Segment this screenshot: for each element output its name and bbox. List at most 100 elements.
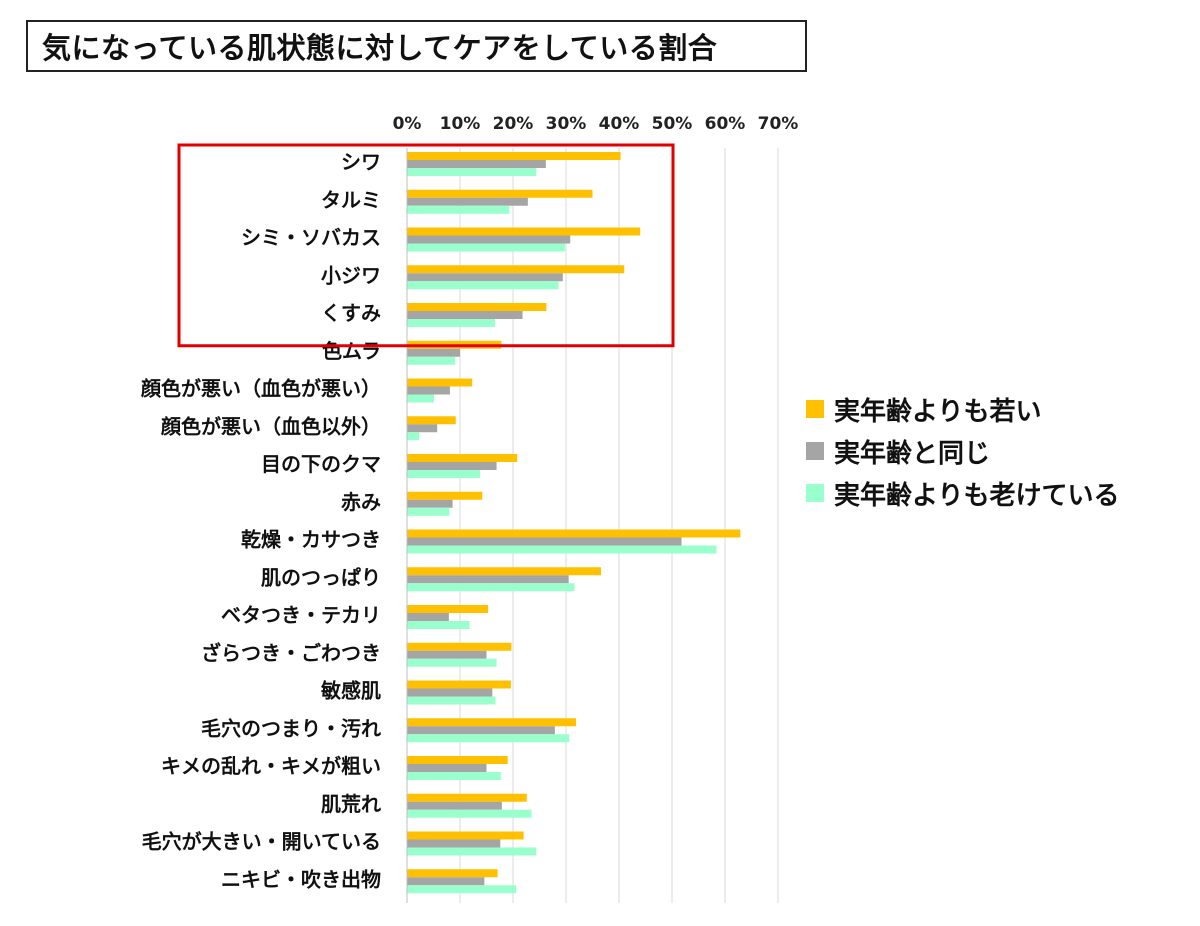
bar [407,529,741,538]
legend-item: 実年齢よりも老けている [806,472,1119,514]
bar [407,658,497,667]
category-label: くすみ [321,301,381,325]
bar [407,243,565,252]
legend-label: 実年齢よりも老けている [834,480,1120,511]
bar [407,168,537,176]
bar [407,265,625,274]
bar [407,793,527,802]
category-label: 赤み [341,490,381,514]
bar [407,394,435,403]
legend-swatch [806,484,824,502]
bar [407,470,481,478]
bar [407,189,593,198]
category-label: シミ・ソバカス [241,226,381,250]
bar [407,235,571,244]
category-label: ざらつき・ごわつき [201,641,381,665]
bar [407,869,498,878]
bar [407,311,523,319]
x-tick-label: 70% [758,114,799,134]
bar [407,424,438,433]
legend-item: 実年齢よりも若い [806,388,1119,430]
bar [407,583,575,592]
category-label: 目の下のクマ [261,452,381,476]
bar [407,809,532,818]
category-label: 毛穴が大きい・開いている [142,830,381,854]
bar [407,642,512,651]
bar [407,273,563,282]
bar [407,650,487,659]
bar [407,613,449,621]
bar [407,831,524,840]
bar [407,227,641,236]
x-tick-label: 50% [652,114,693,134]
chart-title-box: 気になっている肌状態に対してケアをしている割合 [26,20,807,72]
bar [407,281,559,290]
bar [407,356,456,365]
bar [407,801,502,810]
bar [407,152,621,160]
bar [407,205,510,214]
bar [407,491,483,500]
bar [407,847,537,856]
category-label: 顔色が悪い（血色が悪い） [140,377,381,401]
bar [407,605,489,613]
bar [407,386,450,395]
category-label: 顔色が悪い（血色以外） [160,414,381,438]
bar [407,499,453,508]
bar [407,416,456,425]
category-label: 敏感肌 [320,679,381,703]
category-label: ニキビ・吹き出物 [221,867,381,891]
x-tick-label: 40% [599,114,640,134]
x-tick-label: 10% [440,114,481,134]
category-label: キメの乱れ・キメが粗い [161,754,381,778]
bar [407,734,570,743]
bar [407,764,487,772]
bar [407,303,547,311]
highlight-box [177,143,675,348]
category-label: 肌荒れ [321,792,381,816]
bar [407,885,517,894]
bar [407,319,495,327]
legend: 実年齢よりも若い 実年齢と同じ実年齢よりも老けている [806,388,1119,514]
x-tick-label: 30% [546,114,587,134]
chart-title: 気になっている肌状態に対してケアをしている割合 [42,31,718,65]
legend-swatch [806,400,824,418]
legend-label: 実年齢と同じ [834,438,991,469]
bar [407,545,717,554]
bar [407,197,528,206]
bar [407,507,450,516]
bar [407,680,511,689]
bar [407,696,496,705]
bar [407,160,546,168]
category-label: ベタつき・テカリ [221,603,381,627]
bar [407,567,601,576]
bar [407,726,555,735]
bar [407,839,501,848]
bar [407,432,420,441]
bar [407,462,497,470]
category-label: 毛穴のつまり・汚れ [201,716,381,740]
bar [407,621,470,629]
bar [407,537,682,546]
bar [407,454,518,462]
legend-item: 実年齢と同じ [806,430,1119,472]
bar [407,688,493,697]
category-label: シワ [341,150,381,174]
bar [407,877,485,886]
bar [407,718,577,727]
x-tick-label: 0% [393,114,422,134]
category-label: タルミ [321,188,381,212]
bar [407,348,460,357]
category-label: 乾燥・カサつき [241,528,381,552]
category-label: 肌のつっぱり [261,565,381,589]
legend-swatch [806,442,824,460]
x-tick-label: 60% [705,114,746,134]
category-label: 色ムラ [322,339,381,363]
bar [407,772,501,780]
bar [407,378,473,387]
x-tick-label: 20% [493,114,534,134]
bar [407,575,569,584]
category-label: 小ジワ [321,263,381,287]
legend-label: 実年齢よりも若い [834,396,1042,427]
